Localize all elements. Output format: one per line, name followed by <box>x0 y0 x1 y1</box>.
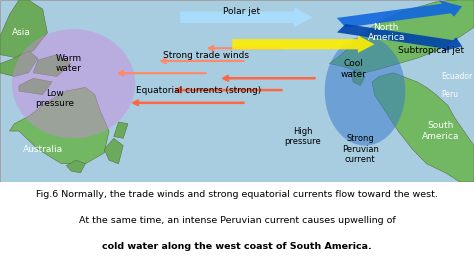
Polygon shape <box>0 0 47 58</box>
Text: South
America: South America <box>422 121 459 141</box>
Text: Cool
water: Cool water <box>340 60 366 79</box>
Text: Polar jet: Polar jet <box>223 7 260 16</box>
Text: Ecuador: Ecuador <box>441 72 472 81</box>
Text: Australia: Australia <box>23 145 63 154</box>
Text: cold water along the west coast of South America.: cold water along the west coast of South… <box>102 242 372 251</box>
Ellipse shape <box>12 29 135 138</box>
Text: Low
pressure: Low pressure <box>35 89 74 108</box>
Polygon shape <box>180 7 313 27</box>
Polygon shape <box>351 69 365 86</box>
Text: Peru: Peru <box>441 90 458 99</box>
Polygon shape <box>232 35 374 53</box>
Text: Fig.6 Normally, the trade winds and strong equatorial currents flow toward the w: Fig.6 Normally, the trade winds and stro… <box>36 190 438 199</box>
Polygon shape <box>9 87 109 164</box>
Polygon shape <box>337 0 462 28</box>
Polygon shape <box>19 78 52 95</box>
Polygon shape <box>33 55 71 76</box>
Polygon shape <box>337 24 462 51</box>
Text: High
pressure: High pressure <box>284 127 321 146</box>
Polygon shape <box>114 122 128 138</box>
Polygon shape <box>329 0 474 73</box>
Polygon shape <box>66 160 85 173</box>
Text: Subtropical jet: Subtropical jet <box>398 46 465 55</box>
Ellipse shape <box>325 36 405 146</box>
Polygon shape <box>372 73 474 182</box>
Text: Warm
water: Warm water <box>55 54 82 73</box>
Text: At the same time, an intense Peruvian current causes upwelling of: At the same time, an intense Peruvian cu… <box>79 216 395 225</box>
Text: Strong trade winds: Strong trade winds <box>163 51 249 60</box>
Text: Strong
Peruvian
current: Strong Peruvian current <box>342 134 379 164</box>
Polygon shape <box>0 51 38 76</box>
Text: North
America: North America <box>368 23 405 42</box>
Text: Equatorial currents (strong): Equatorial currents (strong) <box>137 86 262 95</box>
Text: Asia: Asia <box>12 28 31 37</box>
Polygon shape <box>104 138 123 164</box>
